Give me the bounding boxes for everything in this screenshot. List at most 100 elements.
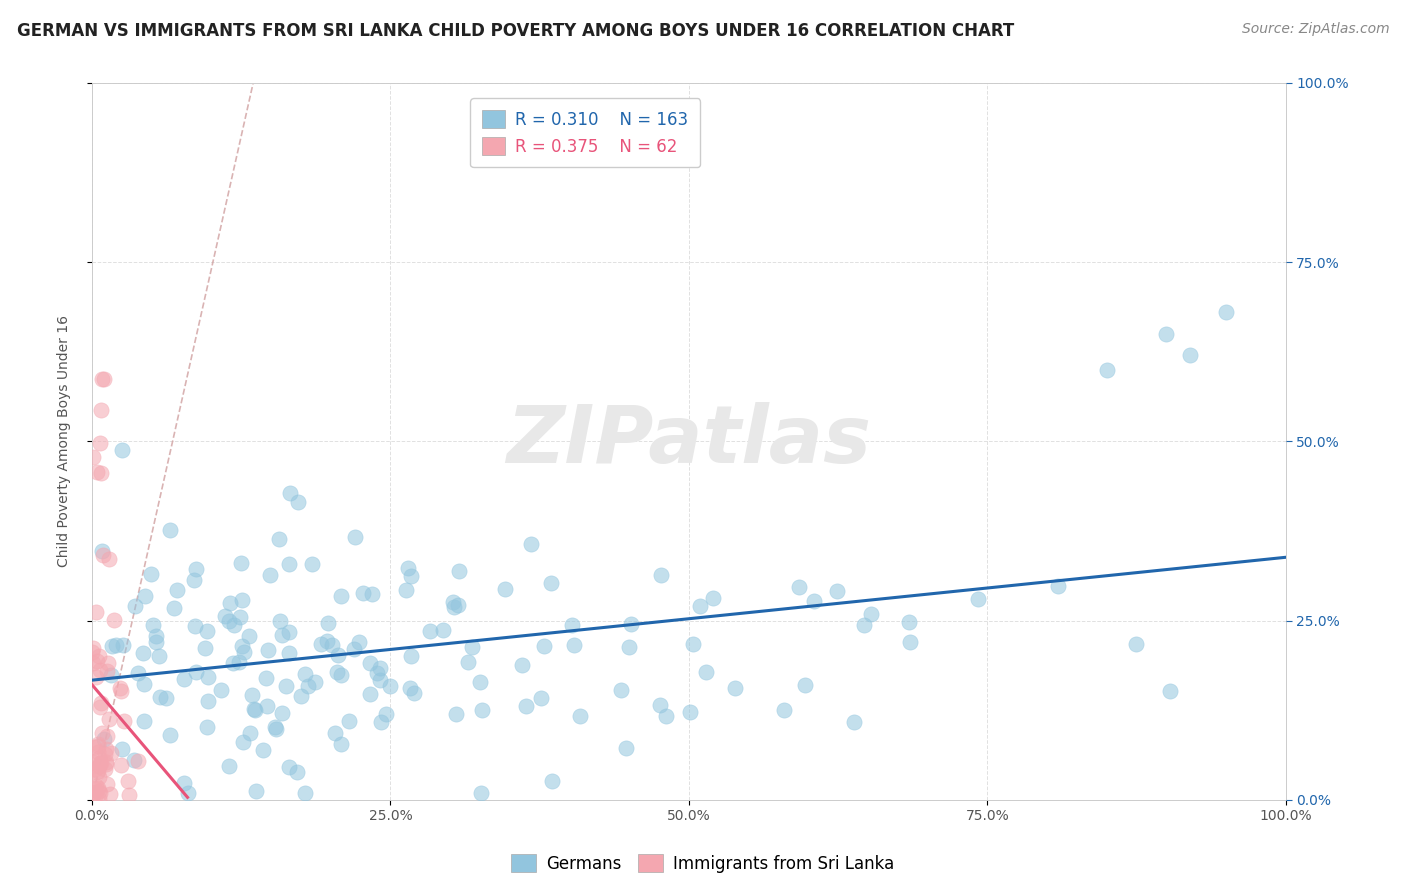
Point <box>457 655 479 669</box>
Point <box>139 566 162 581</box>
Point <box>86 654 108 668</box>
Point <box>610 683 633 698</box>
Point <box>110 684 132 698</box>
Point <box>803 594 825 608</box>
Point <box>222 656 245 670</box>
Point <box>124 599 146 614</box>
Point <box>89 648 111 663</box>
Point <box>166 582 188 597</box>
Point <box>271 706 294 720</box>
Point <box>264 720 287 734</box>
Point <box>323 726 346 740</box>
Point <box>82 641 104 656</box>
Point <box>287 494 309 508</box>
Point <box>155 691 177 706</box>
Point <box>330 668 353 682</box>
Point <box>682 637 704 651</box>
Point <box>218 759 240 773</box>
Point <box>184 562 207 576</box>
Point <box>83 789 105 804</box>
Point <box>89 436 111 450</box>
Point <box>91 548 114 562</box>
Point <box>614 740 637 755</box>
Point <box>84 605 107 619</box>
Point <box>399 569 422 583</box>
Point <box>89 759 111 773</box>
Point <box>842 714 865 729</box>
Point <box>678 706 700 720</box>
Point <box>134 589 156 603</box>
Point <box>326 665 349 679</box>
Point <box>787 580 810 594</box>
Point <box>87 739 110 754</box>
Point <box>112 638 135 652</box>
Point <box>183 573 205 587</box>
Point <box>702 591 724 605</box>
Point <box>568 709 591 723</box>
Point <box>103 614 125 628</box>
Point <box>290 690 312 704</box>
Point <box>395 582 418 597</box>
Point <box>132 677 155 691</box>
Point <box>343 641 366 656</box>
Point <box>240 688 263 702</box>
Point <box>619 640 641 654</box>
Point <box>194 640 217 655</box>
Point <box>80 645 103 659</box>
Point <box>825 584 848 599</box>
Point <box>86 745 108 759</box>
Point <box>650 698 672 712</box>
Point <box>419 624 441 638</box>
Point <box>96 777 118 791</box>
Point <box>127 754 149 768</box>
Text: GERMAN VS IMMIGRANTS FROM SRI LANKA CHILD POVERTY AMONG BOYS UNDER 16 CORRELATIO: GERMAN VS IMMIGRANTS FROM SRI LANKA CHIL… <box>17 22 1014 40</box>
Point <box>94 762 117 776</box>
Point <box>98 787 121 801</box>
Point <box>398 681 420 695</box>
Point <box>620 616 643 631</box>
Point <box>689 599 711 613</box>
Point <box>86 465 108 479</box>
Point <box>97 712 120 726</box>
Point <box>232 645 254 659</box>
Point <box>110 681 132 695</box>
Point <box>90 696 112 710</box>
Point <box>294 786 316 800</box>
Point <box>94 747 117 761</box>
Point <box>256 698 278 713</box>
Point <box>269 615 291 629</box>
Point <box>278 646 301 660</box>
Point <box>90 466 112 480</box>
Point <box>112 714 135 728</box>
Point <box>84 779 107 793</box>
Point <box>98 552 121 566</box>
Point <box>1125 637 1147 651</box>
Point <box>184 665 207 680</box>
Point <box>145 635 167 649</box>
Point <box>378 680 401 694</box>
Point <box>124 753 146 767</box>
Point <box>655 709 678 723</box>
Point <box>471 703 494 717</box>
Point <box>510 657 533 672</box>
Point <box>100 668 122 682</box>
Point <box>337 714 360 728</box>
Point <box>368 673 391 687</box>
Point <box>1180 348 1202 362</box>
Point <box>724 681 747 696</box>
Point <box>90 403 112 417</box>
Point <box>89 756 111 771</box>
Point <box>347 634 370 648</box>
Point <box>540 576 562 591</box>
Point <box>100 746 122 760</box>
Point <box>361 587 384 601</box>
Point <box>1046 579 1069 593</box>
Point <box>280 486 302 500</box>
Point <box>86 764 108 779</box>
Point <box>520 536 543 550</box>
Point <box>195 720 218 734</box>
Point <box>1159 684 1181 698</box>
Point <box>111 443 134 458</box>
Point <box>441 595 464 609</box>
Point <box>515 698 537 713</box>
